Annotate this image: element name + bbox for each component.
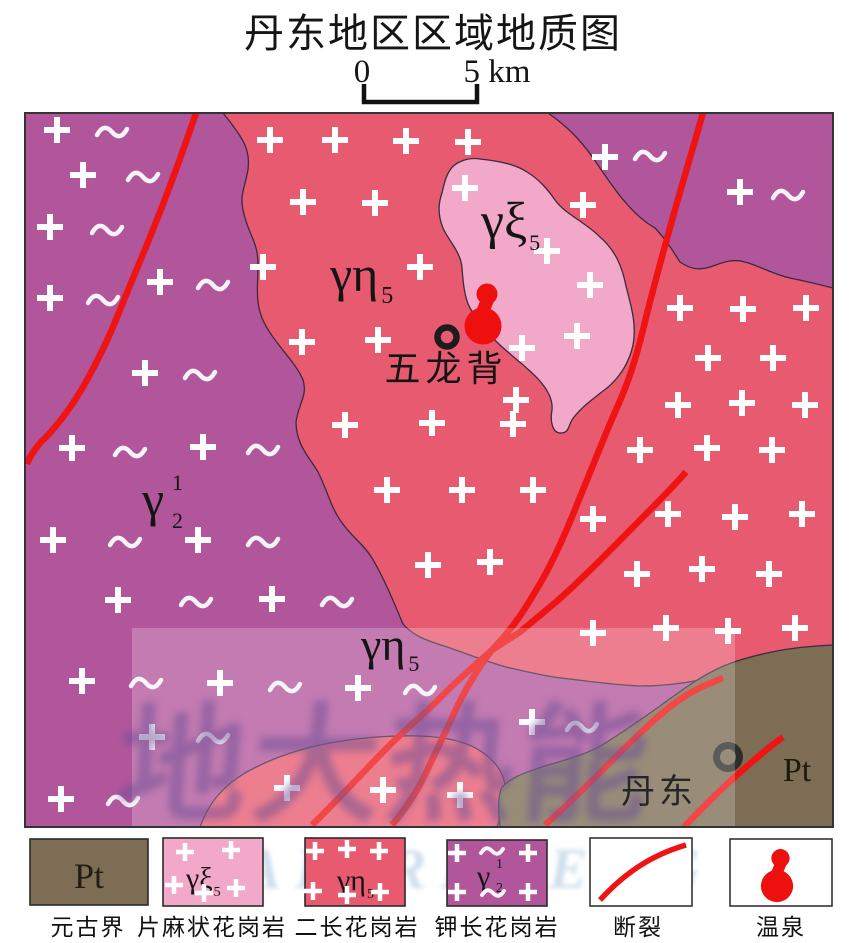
label-kfeldspar-sub: 2 <box>172 508 183 533</box>
legend-code-kfeldspar: γ <box>476 860 490 893</box>
fault-line-southeast <box>681 734 785 827</box>
label-kfeldspar-gamma: γ <box>141 471 164 527</box>
legend-code-monzogranite: γη5 <box>336 864 374 902</box>
legend-caption-fault: 断裂 <box>613 915 663 940</box>
region-proterozoic <box>498 644 833 827</box>
legend-caption-spring: 温泉 <box>756 915 806 940</box>
legend-caption-gneissic: 片麻状花岗岩 <box>137 915 287 940</box>
legend-swatch-proterozoic <box>29 838 149 906</box>
label-kfeldspar-sup: 1 <box>172 470 183 495</box>
fault-line-branch <box>309 469 689 827</box>
label-monzogranite-upper: γη 5 <box>329 246 393 309</box>
region-kfeldspar-granite-northeast <box>546 113 833 289</box>
fault-line-west <box>25 113 200 466</box>
label-gneissic-granite: γξ5 <box>480 193 540 255</box>
dandong-town-marker <box>713 742 743 772</box>
map-border <box>24 112 834 828</box>
legend-code-gneissic: γξ5 <box>185 862 221 900</box>
legend-fault-line <box>597 842 687 902</box>
wulongbei-town-marker <box>434 324 460 350</box>
fault-line-main <box>389 113 707 827</box>
scale-bar-bracket <box>361 84 480 105</box>
legend-code-pt: Pt <box>74 856 104 896</box>
legend-caption-proterozoic: 元古界 <box>51 915 126 940</box>
legend-code-kfeldspar-sup: 1 <box>496 857 503 872</box>
legend-caption-kfeldspar: 钾长花岗岩 <box>435 915 560 940</box>
label-proterozoic-pt: Pt <box>783 752 812 789</box>
label-wulongbei: 五龙背 <box>384 349 507 389</box>
map-title: 丹东地区区域地质图 <box>244 11 622 56</box>
region-gneissic-granite <box>438 157 635 434</box>
legend-code-kfeldspar-sub: 2 <box>496 881 503 896</box>
label-monzogranite-lower: γη 5 <box>360 619 419 676</box>
legend-caption-monzogranite: 二长花岗岩 <box>295 915 420 940</box>
watermark-band <box>132 628 735 826</box>
scale-zero-label: 0 <box>354 54 371 90</box>
legend: DADIRENENG Pt 元古界 γξ5 片麻状花岗岩 γη5 二长花岗岩 γ… <box>29 836 833 940</box>
fault-line-dandong <box>542 674 725 827</box>
scale-distance-label: 5 km <box>464 54 531 90</box>
watermark-chinese: 地大热能 <box>113 696 659 838</box>
label-dandong: 丹东 <box>621 773 697 811</box>
